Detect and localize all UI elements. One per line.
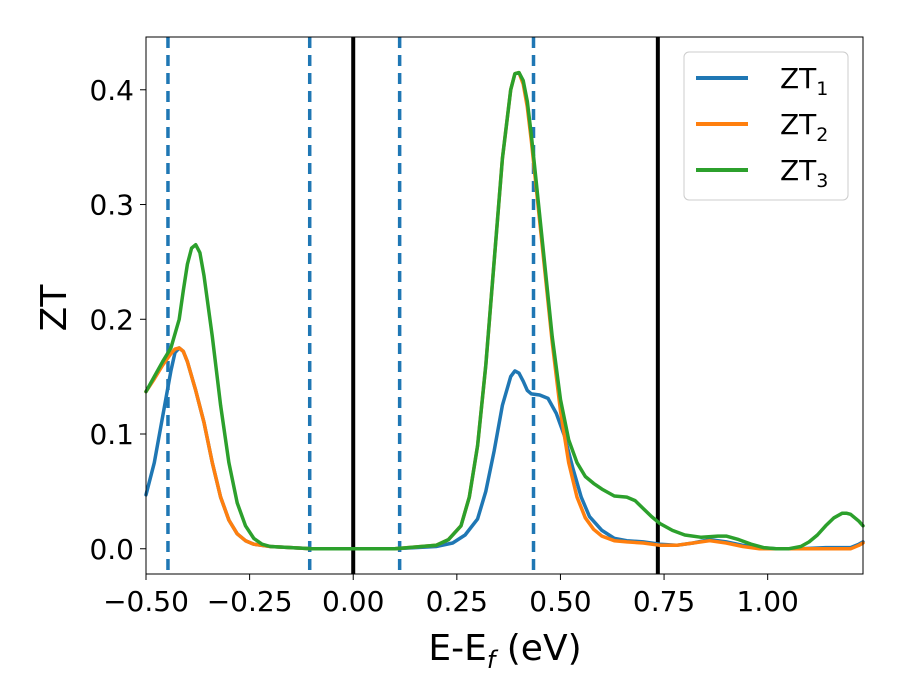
legend-label-2: ZT2 (780, 108, 828, 146)
x-tick-label: 0.25 (426, 585, 488, 618)
series-lines (144, 70, 865, 551)
y-tick-label: 0.1 (89, 418, 134, 451)
x-tick-label: 1.00 (737, 585, 799, 618)
x-axis-title: E-Ef (eV) (428, 628, 581, 674)
x-axis-ticks: −0.50 −0.25 0.00 0.25 0.50 0.75 1.00 (103, 574, 799, 618)
y-tick-label: 0.0 (89, 533, 134, 566)
x-tick-label: −0.50 (103, 585, 189, 618)
y-axis-ticks: 0.0 0.1 0.2 0.3 0.4 (89, 74, 146, 566)
x-tick-label: 0.75 (633, 585, 695, 618)
legend-label-3: ZT3 (780, 154, 828, 192)
series-line-zt3 (144, 70, 865, 551)
series-line-zt1 (144, 346, 865, 551)
y-axis-title: ZT (34, 284, 75, 332)
legend-box (683, 51, 849, 201)
x-tick-label: 0.50 (529, 585, 591, 618)
y-tick-label: 0.4 (89, 74, 134, 107)
legend-label-1: ZT1 (780, 62, 828, 100)
y-tick-label: 0.3 (89, 189, 134, 222)
plot-frame (145, 36, 864, 575)
vertical-reference-lines (166, 37, 660, 574)
y-tick-label: 0.2 (89, 303, 134, 336)
x-tick-label: 0.00 (322, 585, 384, 618)
legend: ZT1 ZT2 ZT3 (683, 51, 849, 201)
x-tick-label: −0.25 (207, 585, 293, 618)
